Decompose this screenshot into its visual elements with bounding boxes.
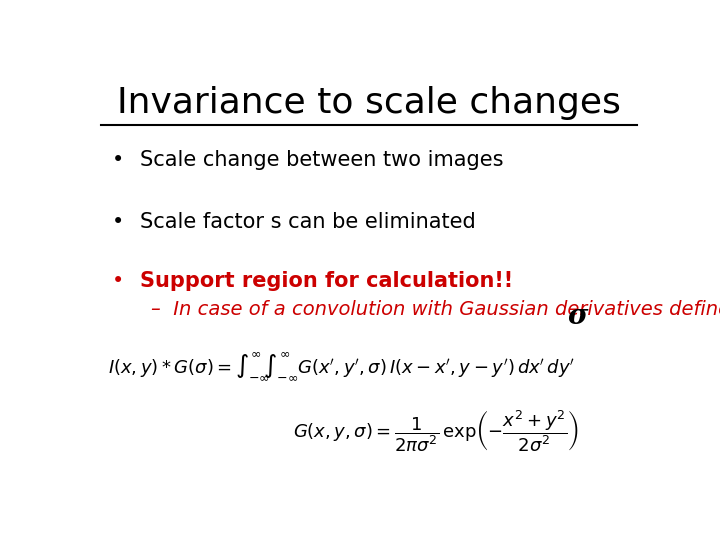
Text: Support region for calculation!!: Support region for calculation!! — [140, 271, 513, 291]
Text: Invariance to scale changes: Invariance to scale changes — [117, 85, 621, 119]
Text: Scale factor s can be eliminated: Scale factor s can be eliminated — [140, 212, 476, 232]
Text: •: • — [112, 212, 125, 232]
Text: –  In case of a convolution with Gaussian derivatives defined by: – In case of a convolution with Gaussian… — [151, 300, 720, 319]
Text: $G(x, y, \sigma) = \dfrac{1}{2\pi\sigma^2}\,\exp\!\left(-\dfrac{x^2 + y^2}{2\sig: $G(x, y, \sigma) = \dfrac{1}{2\pi\sigma^… — [293, 408, 579, 454]
Text: •: • — [112, 150, 125, 170]
Text: •: • — [112, 271, 125, 291]
Text: Scale change between two images: Scale change between two images — [140, 150, 504, 170]
Text: σ: σ — [567, 302, 588, 329]
Text: $I(x, y) * G(\sigma) = \int_{-\infty}^{\infty}\!\!\int_{-\infty}^{\infty} G(x', : $I(x, y) * G(\sigma) = \int_{-\infty}^{\… — [107, 349, 575, 382]
